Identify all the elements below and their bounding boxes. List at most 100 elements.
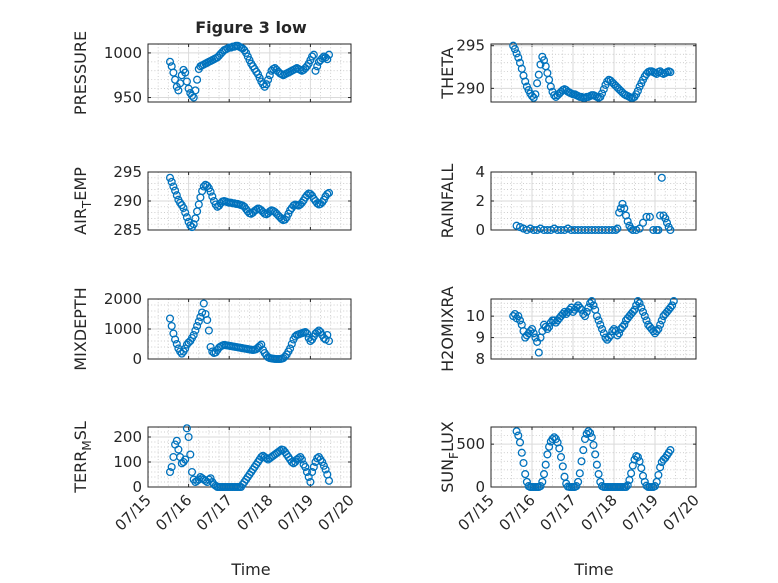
y-axis-label: AIRTEMP <box>71 167 94 235</box>
data-point <box>318 54 327 63</box>
x-tick-label: 07/18 <box>578 491 621 534</box>
data-point <box>543 450 552 459</box>
y-tick-label: 295 <box>456 37 485 55</box>
data-point <box>172 339 181 349</box>
data-point <box>277 214 286 224</box>
data-point <box>167 462 176 472</box>
x-axis-title-right: Time <box>573 560 613 579</box>
y-tick-label: 500 <box>456 435 485 453</box>
data-point <box>179 203 188 213</box>
y-axis-label: MIXDEPTH <box>71 287 90 370</box>
data-point <box>668 301 677 310</box>
data-point <box>656 320 665 329</box>
y-tick-label: 0 <box>475 478 485 496</box>
data-point <box>666 68 675 77</box>
data-point <box>543 324 552 334</box>
data-point <box>613 331 622 340</box>
data-point <box>193 75 202 84</box>
data-point <box>603 77 612 86</box>
data-point <box>257 340 266 349</box>
data-point <box>623 217 632 226</box>
data-point <box>599 85 608 94</box>
data-point <box>165 467 175 477</box>
y-tick-label: 0 <box>132 478 142 496</box>
data-point <box>611 225 620 235</box>
data-point <box>519 458 528 468</box>
y-tick-label: 0 <box>132 350 142 368</box>
y-tick-label: 285 <box>113 221 142 239</box>
data-point <box>615 208 624 217</box>
data-point <box>575 303 584 312</box>
y-tick-label: 10 <box>466 307 485 325</box>
data-point <box>186 450 195 459</box>
data-point <box>601 333 610 342</box>
subplot-pressure: 950 1000 PRESSURE <box>71 31 352 115</box>
data-point <box>308 467 317 477</box>
data-point <box>638 218 648 227</box>
x-tick-label: 07/16 <box>152 491 195 534</box>
data-point <box>577 305 586 314</box>
axes-box <box>490 43 697 103</box>
data-point <box>515 316 525 325</box>
data-point <box>620 320 629 329</box>
data-point <box>206 474 215 483</box>
data-point <box>657 173 666 182</box>
data-point <box>198 187 207 196</box>
data-point <box>608 225 617 235</box>
y-tick-label: 950 <box>113 89 142 107</box>
data-point <box>531 333 540 342</box>
subplot-sun-flux: 0 500SUNFLUX07/1507/1607/1707/1807/1907/2… <box>438 421 703 534</box>
data-point <box>560 307 569 316</box>
data-point <box>174 445 183 454</box>
y-tick-label: 290 <box>456 79 485 97</box>
data-point <box>652 327 661 336</box>
data-point <box>550 91 559 100</box>
data-point <box>597 89 607 98</box>
data-point <box>515 438 525 447</box>
data-point <box>541 322 550 331</box>
data-point <box>656 463 665 472</box>
y-tick-label: 0 <box>475 221 485 239</box>
data-point <box>208 192 217 201</box>
data-point <box>615 329 624 338</box>
data-point <box>666 225 675 235</box>
data-point <box>575 469 584 478</box>
data-point <box>187 467 197 477</box>
data-point <box>649 327 658 336</box>
x-tick-label: 07/15 <box>455 491 498 534</box>
data-point <box>662 218 672 227</box>
data-point <box>324 336 334 346</box>
data-point <box>189 93 198 102</box>
data-point <box>596 320 605 329</box>
axes-box <box>147 426 352 488</box>
data-point <box>324 476 334 485</box>
data-point <box>308 52 317 61</box>
data-point <box>313 62 322 71</box>
data-point <box>536 482 545 491</box>
subplot-mixdepth: 0 1000 2000 MIXDEPTH <box>71 287 352 371</box>
data-point <box>193 321 202 331</box>
data-point <box>623 481 632 490</box>
y-tick-label: 8 <box>475 350 485 368</box>
data-point <box>538 477 547 486</box>
y-tick-label: 1000 <box>104 44 142 62</box>
data-point <box>514 312 523 321</box>
data-point <box>262 80 271 89</box>
y-axis-label: SUNFLUX <box>438 421 461 493</box>
data-point <box>637 303 646 312</box>
data-point <box>633 297 642 306</box>
data-point <box>534 70 543 79</box>
y-tick-label: 2 <box>475 192 485 210</box>
data-point <box>558 309 567 319</box>
data-point <box>319 461 328 470</box>
data-point <box>558 462 567 471</box>
data-point <box>301 462 310 472</box>
data-point <box>206 187 215 196</box>
data-point <box>613 224 622 233</box>
axes-box <box>490 171 697 231</box>
data-point <box>592 312 601 321</box>
data-point <box>302 329 312 338</box>
data-point <box>287 339 296 349</box>
